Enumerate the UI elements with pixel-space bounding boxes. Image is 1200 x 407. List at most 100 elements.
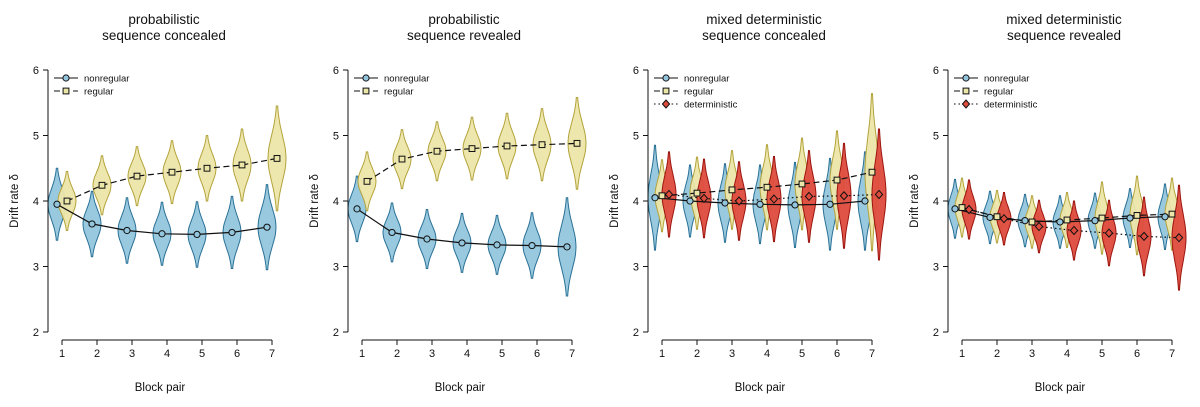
y-axis: 2 3 4 5 6	[933, 65, 949, 339]
panel-title-line1: mixed deterministic	[1006, 12, 1122, 27]
y-tick-label: 2	[333, 327, 339, 339]
x-tick-label: 7	[569, 348, 575, 360]
x-tick-label: 3	[129, 348, 135, 360]
x-axis-label: Block pair	[734, 382, 786, 394]
data-point-nonregular-block1	[651, 194, 659, 202]
data-point-nonregular-block3	[1021, 217, 1029, 225]
y-tick-label: 4	[33, 196, 39, 208]
x-tick-label: 2	[994, 348, 1000, 360]
legend-item-nonregular: nonregular	[354, 73, 429, 84]
data-point-nonregular-block6	[528, 241, 536, 250]
data-point-regular-block6	[833, 176, 841, 184]
data-point-regular-block1	[658, 192, 666, 200]
legend-marker-diamond	[961, 99, 971, 109]
legend-item-regular: regular	[954, 86, 1014, 97]
x-tick-label: 1	[659, 348, 665, 360]
legend-marker-circle	[362, 74, 370, 82]
panel-title-line2: sequence concealed	[102, 28, 226, 43]
panel-title-line1: mixed deterministic	[706, 12, 822, 27]
chart-canvas: 2 3 4 5 6 1 2 3 4 5 6 7 nonregular regular	[333, 65, 587, 360]
data-point-regular-block6	[1133, 212, 1141, 219]
x-tick-label: 6	[234, 348, 240, 360]
data-point-regular-block7	[868, 168, 876, 176]
x-tick-label: 3	[429, 348, 435, 360]
data-point-nonregular-block5	[493, 241, 501, 249]
y-tick-label: 5	[33, 130, 39, 142]
data-point-deterministic-block5	[1104, 228, 1114, 238]
y-tick-label: 5	[933, 130, 939, 142]
data-point-regular-block2	[98, 181, 106, 189]
x-tick-label: 2	[94, 348, 100, 360]
data-point-regular-block7	[1168, 210, 1176, 218]
data-point-deterministic-block7	[1174, 232, 1184, 243]
data-point-regular-block3	[728, 186, 736, 194]
data-point-deterministic-block6	[839, 191, 849, 201]
data-point-nonregular-block2	[88, 220, 96, 228]
legend-item-regular: regular	[654, 86, 714, 97]
chart-canvas: 2 3 4 5 6 1 2 3 4 5 6 7 nonregular regular	[33, 65, 287, 360]
y-tick-label: 5	[633, 130, 639, 142]
data-point-nonregular-block7	[861, 197, 869, 205]
data-point-nonregular-block5	[1091, 217, 1099, 225]
x-tick-label: 6	[1134, 348, 1140, 360]
data-point-deterministic-block4	[769, 194, 779, 204]
data-point-nonregular-block4	[158, 230, 166, 238]
data-point-deterministic-block6	[1139, 231, 1149, 242]
x-tick-label: 3	[1029, 348, 1035, 360]
legend-marker-circle	[62, 74, 70, 82]
y-tick-label: 6	[33, 65, 39, 77]
legend-label: nonregular	[684, 73, 729, 84]
legend-label: regular	[684, 86, 714, 97]
data-point-regular-block4	[168, 168, 176, 176]
legend: nonregular regular deterministic	[954, 73, 1038, 110]
x-tick-label: 7	[869, 348, 875, 360]
data-point-nonregular-block7	[263, 223, 271, 231]
panel-title: mixed deterministic sequence concealed	[636, 12, 892, 44]
y-tick-label: 4	[633, 196, 639, 208]
legend-marker-square	[962, 87, 970, 95]
data-point-nonregular-block6	[228, 228, 236, 237]
data-point-regular-block1	[363, 177, 371, 185]
x-tick-label: 5	[199, 348, 205, 360]
y-axis: 2 3 4 5 6	[333, 65, 349, 339]
panel-title-line2: sequence concealed	[702, 28, 826, 43]
panel-title-line2: sequence revealed	[1006, 28, 1122, 43]
panel-title-line1: probabilistic	[128, 12, 200, 27]
x-tick-label: 1	[359, 348, 365, 360]
data-point-regular-block3	[133, 172, 141, 180]
x-tick-label: 6	[534, 348, 540, 360]
x-tick-label: 5	[1099, 348, 1105, 360]
x-tick-label: 7	[269, 348, 275, 360]
data-point-deterministic-block1	[664, 189, 674, 200]
data-point-nonregular-block4	[756, 200, 764, 208]
legend-marker-square	[62, 87, 70, 95]
data-point-deterministic-block3	[734, 196, 744, 206]
data-point-regular-block4	[468, 145, 476, 152]
panel-mixed-concealed: mixed deterministic sequence concealed 2…	[600, 0, 900, 407]
data-point-nonregular-block4	[458, 239, 466, 247]
legend-label: deterministic	[984, 99, 1038, 110]
data-point-nonregular-block3	[721, 199, 729, 207]
data-point-regular-block6	[238, 161, 246, 169]
data-point-regular-block2	[993, 213, 1001, 221]
x-tick-label: 3	[729, 348, 735, 360]
data-point-nonregular-block1	[951, 205, 959, 213]
y-tick-label: 2	[633, 327, 639, 339]
y-tick-label: 2	[933, 327, 939, 339]
x-tick-label: 2	[694, 348, 700, 360]
legend-marker-circle	[662, 74, 670, 82]
y-tick-label: 6	[333, 65, 339, 77]
panel-title: mixed deterministic sequence revealed	[936, 12, 1192, 44]
data-point-deterministic-block4	[1069, 225, 1079, 236]
legend-label: nonregular	[84, 73, 129, 84]
y-tick-label: 4	[333, 196, 339, 208]
data-point-regular-block1	[958, 204, 966, 211]
data-point-regular-block2	[398, 155, 406, 163]
x-axis: 1 2 3 4 5 6 7	[659, 339, 875, 360]
panel-title: probabilistic sequence concealed	[36, 12, 292, 44]
x-tick-label: 5	[799, 348, 805, 360]
data-point-regular-block5	[203, 164, 211, 172]
data-point-nonregular-block3	[423, 235, 431, 243]
data-point-deterministic-block5	[804, 191, 814, 202]
